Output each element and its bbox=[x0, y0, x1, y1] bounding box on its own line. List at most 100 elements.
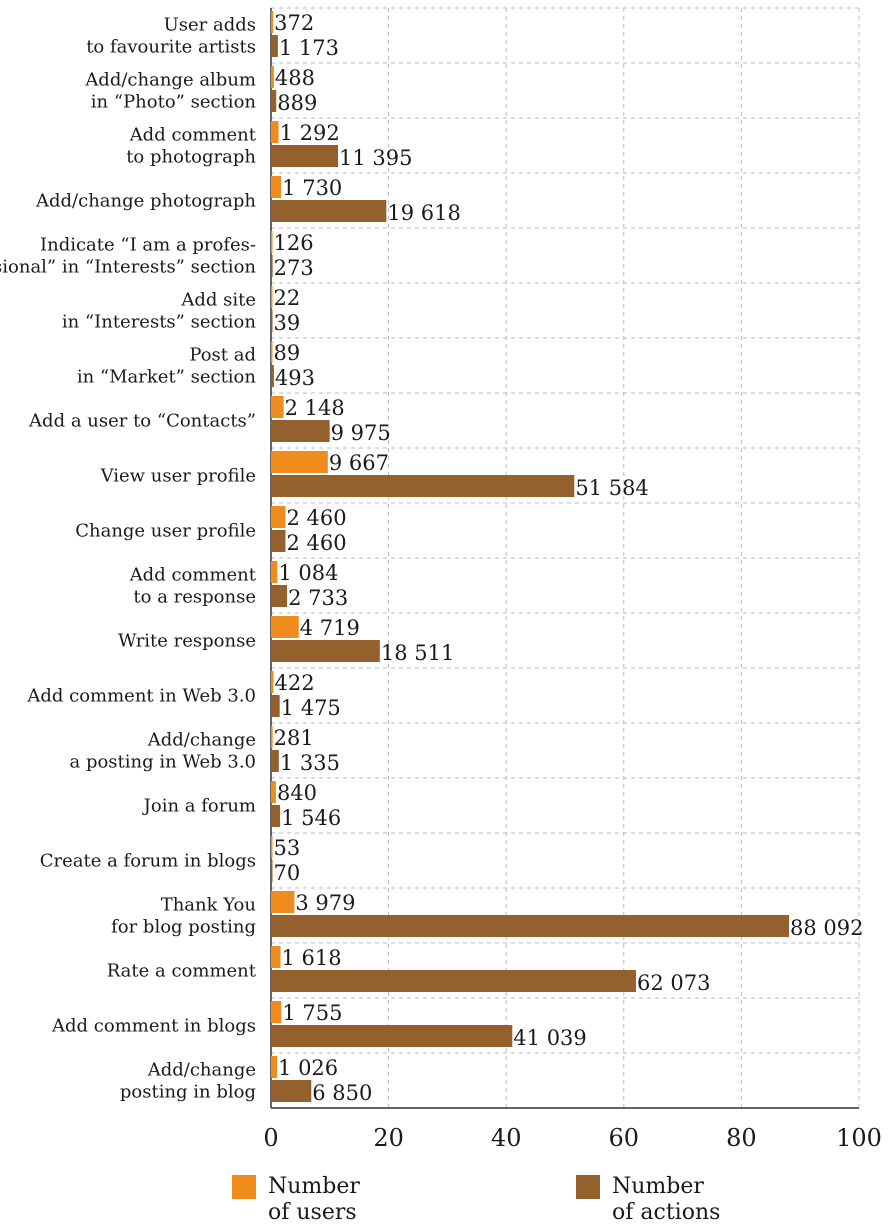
bar-actions bbox=[271, 530, 286, 552]
data-label-actions: 889 bbox=[277, 91, 317, 115]
category-label: sional” in “Interests” section bbox=[0, 257, 256, 278]
data-label-actions: 62 073 bbox=[637, 971, 710, 995]
bar-actions bbox=[271, 640, 380, 662]
category-label: in “Market” section bbox=[77, 367, 257, 388]
data-label-users: 422 bbox=[274, 671, 314, 695]
category-label: Post ad bbox=[189, 345, 256, 366]
bar-users bbox=[271, 121, 279, 143]
bar-users bbox=[271, 891, 295, 913]
data-label-actions: 6 850 bbox=[312, 1081, 372, 1105]
data-label-users: 2 460 bbox=[286, 506, 346, 530]
data-label-actions: 41 039 bbox=[513, 1026, 586, 1050]
legend-swatch-users bbox=[232, 1175, 256, 1199]
data-label-actions: 1 173 bbox=[279, 36, 339, 60]
bar-actions bbox=[271, 750, 279, 772]
bar-users bbox=[271, 176, 282, 198]
category-label: a posting in Web 3.0 bbox=[69, 752, 256, 773]
bar-users bbox=[271, 836, 273, 858]
data-label-actions: 51 584 bbox=[575, 476, 648, 500]
category-label: to photograph bbox=[126, 147, 256, 168]
data-label-users: 281 bbox=[274, 726, 314, 750]
bar-users bbox=[271, 726, 273, 748]
category-label: Indicate “I am a profes- bbox=[40, 235, 256, 256]
legend-label: Number bbox=[268, 1174, 360, 1199]
data-label-users: 1 084 bbox=[278, 561, 338, 585]
data-label-actions: 273 bbox=[274, 256, 314, 280]
category-label: in “Interests” section bbox=[62, 312, 257, 333]
category-label: Change user profile bbox=[75, 521, 256, 542]
data-label-actions: 9 975 bbox=[331, 421, 391, 445]
bar-users bbox=[271, 11, 274, 33]
data-label-users: 22 bbox=[274, 286, 301, 310]
category-label: Add/change photograph bbox=[35, 191, 256, 212]
chart-grid bbox=[270, 7, 860, 1109]
bar-actions bbox=[271, 1025, 513, 1047]
bar-actions bbox=[271, 255, 273, 277]
data-label-users: 488 bbox=[275, 66, 315, 90]
category-label: for blog posting bbox=[111, 917, 256, 938]
category-label: to favourite artists bbox=[86, 37, 256, 58]
bar-actions bbox=[271, 365, 274, 387]
bar-actions bbox=[271, 695, 280, 717]
data-label-actions: 2 733 bbox=[288, 586, 348, 610]
category-label: posting in blog bbox=[120, 1082, 256, 1103]
data-label-actions: 1 475 bbox=[281, 696, 341, 720]
bar-users bbox=[271, 946, 281, 968]
bar-users bbox=[271, 286, 273, 308]
x-tick-label: 100 bbox=[836, 1124, 882, 1152]
category-label: Add comment bbox=[129, 125, 257, 146]
bar-users bbox=[271, 66, 274, 88]
data-label-actions: 19 618 bbox=[387, 201, 460, 225]
bar-actions bbox=[271, 860, 273, 882]
bar-actions bbox=[271, 585, 288, 607]
x-tick-label: 0 bbox=[263, 1124, 278, 1152]
category-label: Add comment bbox=[129, 565, 257, 586]
category-label: Create a forum in blogs bbox=[40, 851, 256, 872]
data-label-users: 9 667 bbox=[329, 451, 389, 475]
bar-users bbox=[271, 451, 328, 473]
data-label-actions: 1 546 bbox=[281, 806, 341, 830]
data-label-actions: 1 335 bbox=[280, 751, 340, 775]
bar-users bbox=[271, 1001, 282, 1023]
category-label: Add a user to “Contacts” bbox=[28, 411, 256, 432]
category-label: to a response bbox=[133, 587, 256, 608]
x-tick-label: 60 bbox=[609, 1124, 640, 1152]
bar-actions bbox=[271, 310, 273, 332]
bar-actions bbox=[271, 805, 281, 827]
x-tick-label: 80 bbox=[726, 1124, 757, 1152]
bar-actions bbox=[271, 200, 387, 222]
data-label-users: 1 292 bbox=[280, 121, 340, 145]
bar-actions bbox=[271, 145, 339, 167]
category-label: Add comment in Web 3.0 bbox=[26, 686, 256, 707]
data-label-actions: 493 bbox=[275, 366, 315, 390]
x-tick-label: 20 bbox=[373, 1124, 404, 1152]
legend-label: Number bbox=[612, 1174, 704, 1199]
category-label: Add site bbox=[180, 290, 256, 311]
bar-actions bbox=[271, 915, 789, 937]
category-label: Add/change album bbox=[84, 70, 256, 91]
bar-users bbox=[271, 671, 274, 693]
data-label-users: 1 730 bbox=[282, 176, 342, 200]
bar-actions bbox=[271, 475, 575, 497]
data-label-actions: 70 bbox=[274, 861, 301, 885]
data-label-actions: 88 092 bbox=[790, 916, 863, 940]
data-label-users: 4 719 bbox=[300, 616, 360, 640]
category-label: Write response bbox=[118, 631, 256, 652]
bar-actions bbox=[271, 35, 278, 57]
x-axis-ticks: 0 20 40 60 80 100 bbox=[263, 1124, 882, 1152]
bar-actions bbox=[271, 1080, 312, 1102]
category-label: Add comment in blogs bbox=[51, 1016, 256, 1037]
legend-label: of users bbox=[268, 1200, 357, 1225]
bar-actions bbox=[271, 420, 330, 442]
data-label-users: 53 bbox=[274, 836, 301, 860]
category-label: Join a forum bbox=[142, 796, 256, 817]
data-label-users: 840 bbox=[277, 781, 317, 805]
bar-users bbox=[271, 506, 286, 528]
bar-users bbox=[271, 781, 276, 803]
data-label-users: 1 755 bbox=[282, 1001, 342, 1025]
data-label-users: 3 979 bbox=[295, 891, 355, 915]
category-label: User adds bbox=[164, 15, 256, 36]
category-label: View user profile bbox=[100, 466, 256, 487]
